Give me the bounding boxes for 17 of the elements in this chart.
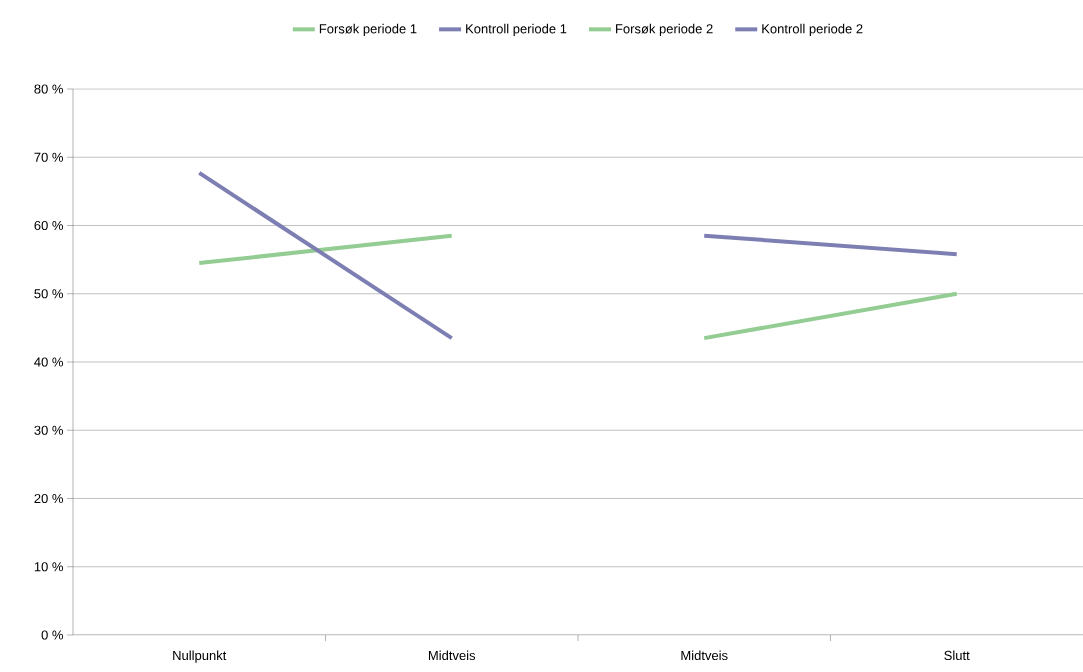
y-tick-label: 50 %: [34, 289, 63, 299]
x-tick-label: Midtveis: [681, 650, 728, 661]
y-tick-label: 80 %: [34, 84, 63, 94]
x-tick-label: Nullpunkt: [173, 650, 227, 663]
y-tick-label: 60 %: [34, 220, 63, 231]
legend-label: Kontroll periode 2: [762, 23, 863, 36]
y-tick-label: 20 %: [34, 493, 63, 504]
y-tick-label: 40 %: [34, 357, 63, 367]
x-tick-label: Midtveis: [428, 650, 476, 661]
x-tick-label: Slutt: [944, 650, 970, 661]
legend-label: Kontroll periode 1: [466, 23, 567, 36]
y-tick-label: 10 %: [34, 562, 63, 572]
y-tick-label: 70 %: [34, 152, 63, 162]
legend-label: Forsøk periode 1: [319, 23, 417, 36]
y-tick-label: 0 %: [41, 630, 63, 640]
y-tick-label: 30 %: [34, 425, 63, 435]
legend-label: Forsøk periode 2: [616, 23, 713, 36]
